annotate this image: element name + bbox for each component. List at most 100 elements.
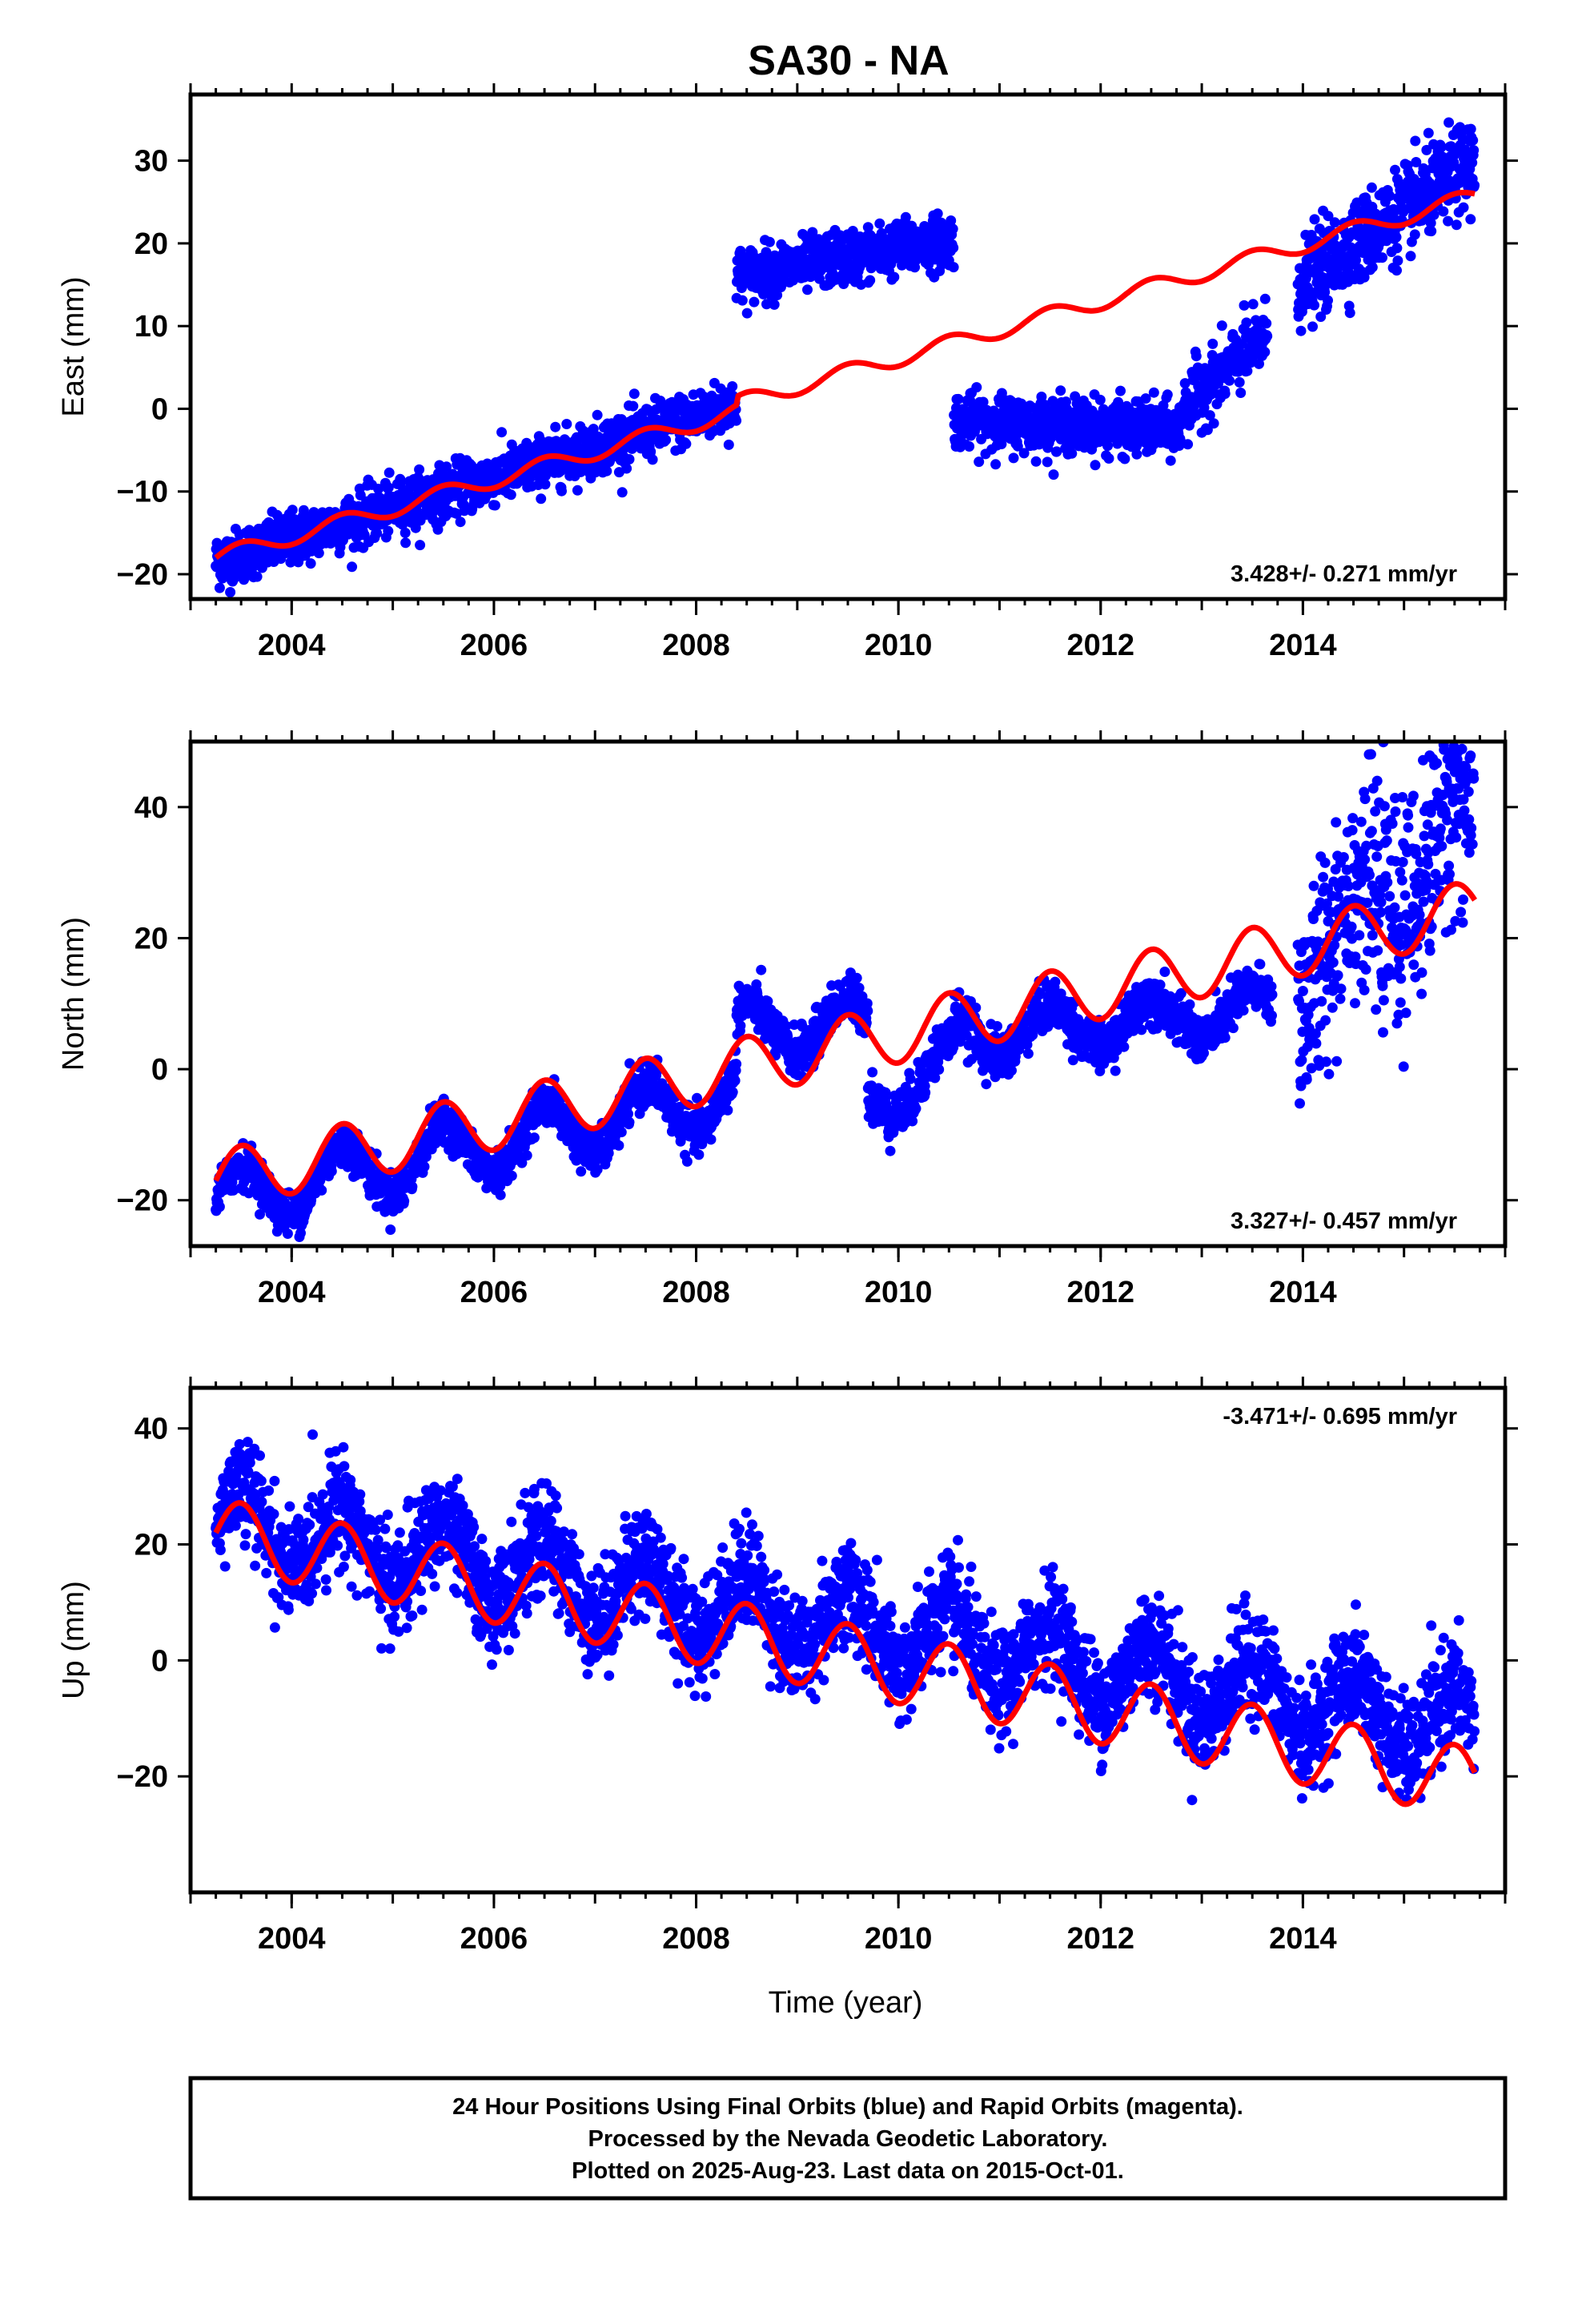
east-obs-point xyxy=(862,222,873,233)
east-obs-point xyxy=(1012,440,1023,452)
east-obs-point xyxy=(946,215,957,226)
east-obs-point xyxy=(1036,392,1047,402)
east-obs-point xyxy=(1112,438,1123,449)
east-obs-point xyxy=(661,434,672,445)
east-obs-point xyxy=(1421,144,1432,155)
east-obs-point xyxy=(505,489,516,501)
north-obs-point xyxy=(735,1020,746,1031)
east-obs-point xyxy=(1113,396,1124,408)
east-obs-point xyxy=(990,459,1002,470)
east-obs-point xyxy=(1411,157,1422,167)
east-obs-point xyxy=(1458,202,1469,213)
east-obs-point xyxy=(1048,469,1059,480)
east-obs-point xyxy=(1443,117,1455,128)
east-obs-point xyxy=(1315,312,1327,322)
east-obs-point xyxy=(741,308,753,319)
east-obs-point xyxy=(988,405,999,416)
east-obs-point xyxy=(764,236,775,247)
north-obs-point xyxy=(399,1196,410,1207)
east-obs-point xyxy=(1309,214,1320,225)
east-obs-point xyxy=(1259,293,1271,304)
east-obs-point xyxy=(1262,331,1273,342)
east-obs-point xyxy=(1309,300,1319,311)
east-obs-point xyxy=(802,284,813,296)
east-obs-point xyxy=(1224,375,1235,386)
east-obs-point xyxy=(1295,325,1307,336)
east-obs-point xyxy=(1377,252,1387,263)
east-obs-point xyxy=(1103,453,1114,464)
east-obs-point xyxy=(1219,388,1231,400)
north-obs-point xyxy=(862,1005,873,1016)
east-obs-point xyxy=(535,435,546,446)
east-obs-point xyxy=(1216,320,1227,332)
east-obs-point xyxy=(287,505,298,516)
north-obs-point xyxy=(756,964,767,975)
east-obs-point xyxy=(540,479,551,490)
east-obs-point xyxy=(601,465,612,476)
east-x-tick-label: 2004 xyxy=(258,629,326,662)
east-obs-point xyxy=(1390,164,1400,175)
east-obs-point xyxy=(1204,410,1215,421)
east-obs-point xyxy=(1367,262,1378,273)
east-obs-point xyxy=(749,296,760,308)
east-y-tick-label: −10 xyxy=(117,476,168,509)
north-obs-point xyxy=(681,1156,693,1167)
east-x-tick-label: 2012 xyxy=(1066,629,1134,662)
east-obs-point xyxy=(1359,271,1370,283)
east-obs-point xyxy=(285,557,296,568)
east-obs-point xyxy=(865,275,876,286)
east-obs-point xyxy=(953,393,964,404)
east-obs-point xyxy=(373,484,384,494)
east-obs-point xyxy=(1443,215,1454,227)
north-obs-point xyxy=(727,1087,738,1098)
east-obs-point xyxy=(948,262,959,273)
east-obs-point xyxy=(550,421,561,432)
east-obs-point xyxy=(1330,239,1341,251)
east-obs-point xyxy=(1066,448,1078,459)
east-obs-point xyxy=(1179,378,1191,389)
east-obs-point xyxy=(681,438,692,449)
east-obs-point xyxy=(971,382,982,393)
east-obs-point xyxy=(1468,145,1480,156)
east-obs-point xyxy=(415,540,426,551)
east-model-curve xyxy=(214,189,1476,561)
east-obs-point xyxy=(769,299,780,310)
east-x-tick-label: 2014 xyxy=(1269,629,1337,662)
east-obs-point xyxy=(414,464,425,475)
east-obs-point xyxy=(455,517,466,528)
east-obs-point xyxy=(1207,338,1219,349)
north-obs-point xyxy=(495,1189,506,1200)
east-obs-point xyxy=(645,446,656,457)
east-y-tick-label: 20 xyxy=(135,227,168,261)
east-obs-point xyxy=(383,482,394,493)
east-obs-point xyxy=(1435,142,1447,153)
east-obs-point xyxy=(807,227,818,238)
east-obs-point xyxy=(1323,295,1333,306)
east-obs-point xyxy=(647,454,658,465)
east-obs-point xyxy=(996,439,1007,449)
east-obs-point xyxy=(383,525,394,537)
east-obs-point xyxy=(1428,209,1439,220)
east-obs-point xyxy=(1410,135,1421,147)
east-obs-point xyxy=(900,211,911,223)
north-obs-point xyxy=(624,1116,635,1128)
east-obs-point xyxy=(1259,347,1271,358)
north-obs-point xyxy=(867,1067,878,1078)
east-obs-point xyxy=(1094,394,1106,405)
east-obs-point xyxy=(1030,456,1042,467)
east-obs-point xyxy=(1323,211,1334,222)
east-obs-point xyxy=(1162,389,1173,400)
east-obs-point xyxy=(400,527,411,538)
east-obs-point xyxy=(948,242,959,253)
east-obs-point xyxy=(371,528,383,539)
east-obs-point xyxy=(313,548,324,559)
east-obs-point xyxy=(347,561,358,573)
east-obs-point xyxy=(383,467,395,478)
east-obs-point xyxy=(723,439,734,450)
east-obs-point xyxy=(1469,179,1480,191)
east-obs-point xyxy=(1319,287,1331,298)
east-obs-point xyxy=(556,485,567,497)
